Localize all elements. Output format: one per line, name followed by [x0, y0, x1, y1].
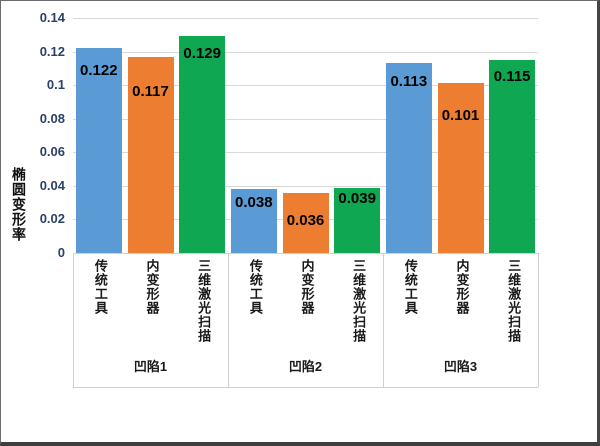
bar — [75, 48, 122, 253]
bar-value-label: 0.117 — [132, 82, 169, 100]
group-separator — [383, 253, 384, 387]
label-area-right-line — [538, 253, 539, 387]
group-label: 凹陷3 — [443, 359, 478, 374]
bar-value-label: 0.129 — [183, 45, 221, 63]
bar-value-label: 0.113 — [390, 73, 428, 91]
group-separator — [228, 253, 229, 387]
bar — [179, 36, 226, 253]
bar — [282, 192, 329, 253]
y-tick-label: 0.14 — [39, 10, 65, 25]
bar-value-label: 0.115 — [493, 67, 531, 85]
bar-category-label: 三维激光扫描 — [196, 259, 212, 343]
y-tick-label: 0.06 — [39, 144, 65, 160]
y-tick-label: 0.04 — [39, 177, 65, 193]
bar — [437, 83, 484, 253]
gridline — [73, 51, 538, 53]
bar-value-label: 0.101 — [441, 107, 480, 125]
y-tick-label: 0.02 — [39, 211, 65, 227]
bar-value-label: 0.038 — [235, 194, 273, 212]
bar-category-label: 传统工具 — [247, 259, 263, 315]
bar — [334, 187, 381, 253]
bar — [127, 56, 174, 253]
bar-category-label: 内变形器 — [299, 259, 315, 315]
y-tick-label: 0.12 — [39, 43, 65, 59]
bar-category-label: 传统工具 — [92, 259, 108, 315]
bar-value-label: 0.039 — [338, 189, 376, 207]
bar-value-label: 0.122 — [80, 62, 118, 80]
y-axis-title: 椭圆变形率 — [11, 167, 27, 242]
group-label: 凹陷1 — [133, 359, 168, 374]
gridline — [73, 85, 538, 87]
group-label: 凹陷2 — [288, 359, 323, 374]
label-area-left-line — [73, 253, 74, 387]
bar-value-label: 0.036 — [286, 211, 325, 229]
label-area-bottom-line — [73, 387, 538, 388]
y-tick-label: 0.1 — [46, 77, 65, 93]
bar-category-label: 内变形器 — [144, 259, 160, 315]
y-tick-label: 0.08 — [39, 110, 65, 126]
bar — [230, 189, 277, 253]
gridline — [73, 18, 538, 19]
bar-category-label: 三维激光扫描 — [506, 259, 522, 343]
bar — [489, 59, 536, 253]
bar-category-label: 三维激光扫描 — [351, 259, 367, 343]
gridline — [73, 152, 538, 154]
bar-category-label: 内变形器 — [454, 259, 470, 315]
bar — [385, 63, 432, 253]
y-tick-label: 0 — [57, 245, 65, 260]
x-axis-line — [73, 253, 538, 254]
gridline — [73, 118, 538, 120]
gridline — [73, 185, 538, 187]
bar-category-label: 传统工具 — [402, 259, 418, 315]
